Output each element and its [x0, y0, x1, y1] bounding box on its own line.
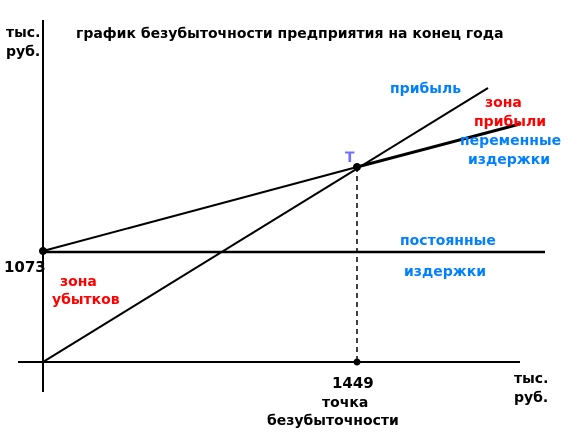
profit-label: прибыль [390, 81, 461, 97]
y-unit-line-1: тыс. [6, 25, 40, 41]
revenue-line [42, 87, 489, 363]
break-even-label-line-2: безубыточности [267, 413, 399, 429]
variable-costs-label-line-2: издержки [468, 152, 550, 168]
fixed-cost-point [39, 247, 47, 255]
loss-zone-label-line-1: зона [60, 274, 97, 290]
fixed-costs-label-line-1: постоянные [400, 233, 496, 249]
fixed-cost-value: 1073 [4, 258, 46, 276]
total-costs-line-extension [356, 122, 521, 169]
y-unit-line-2: руб. [6, 44, 40, 60]
total-costs-line [42, 166, 358, 252]
fixed-costs-label-line-2: издержки [404, 264, 486, 280]
chart-title: график безубыточности предприятия на кон… [76, 26, 504, 42]
x-unit-line-2: руб. [514, 390, 548, 406]
loss-zone-label-line-2: убытков [52, 292, 120, 308]
point-label-t: T [345, 150, 355, 166]
x-unit-line-1: тыс. [514, 371, 548, 387]
break-even-label-line-1: точка [322, 395, 368, 411]
break-even-point [353, 163, 361, 171]
profit-zone-label-line-2: прибыли [474, 114, 546, 130]
break-even-value: 1449 [332, 374, 374, 392]
break-even-x-point [353, 358, 361, 366]
profit-zone-label-line-1: зона [485, 95, 522, 111]
variable-costs-label-line-1: переменные [460, 133, 561, 149]
